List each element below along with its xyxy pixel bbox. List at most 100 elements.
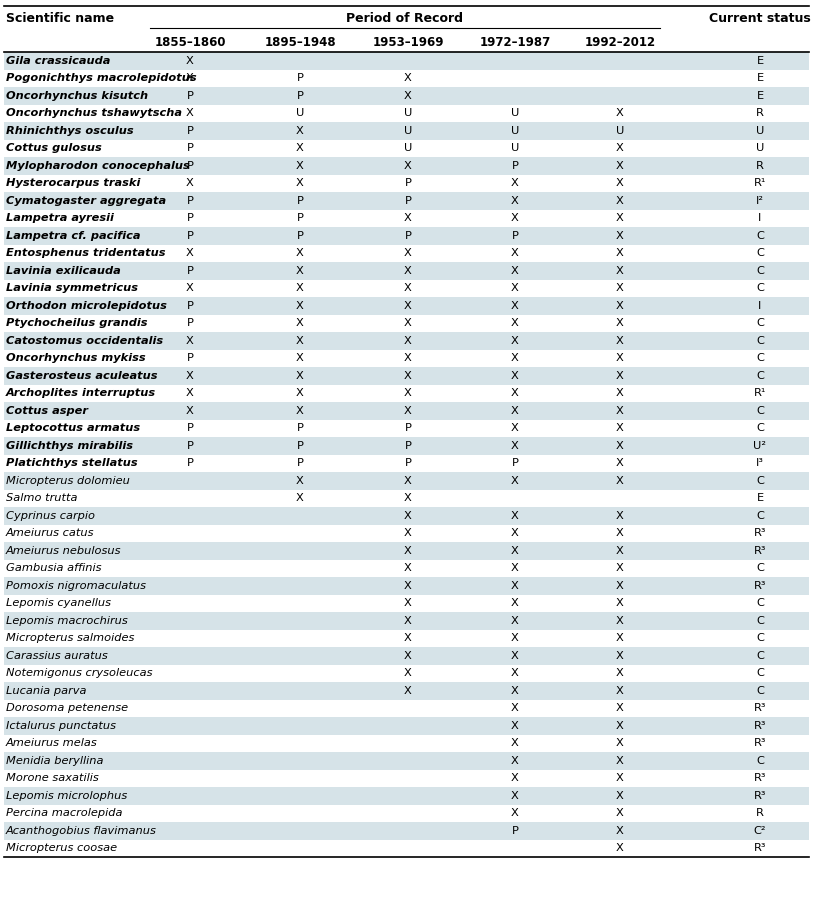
Text: P: P xyxy=(405,196,411,206)
Text: X: X xyxy=(404,668,412,678)
Text: X: X xyxy=(296,336,304,346)
Bar xyxy=(4,69,809,87)
Bar xyxy=(4,822,809,840)
Text: Oncorhynchus kisutch: Oncorhynchus kisutch xyxy=(6,90,148,101)
Text: X: X xyxy=(404,248,412,258)
Text: X: X xyxy=(511,616,519,626)
Text: X: X xyxy=(616,441,624,450)
Text: X: X xyxy=(616,633,624,643)
Text: X: X xyxy=(616,475,624,485)
Text: U: U xyxy=(511,108,520,118)
Text: P: P xyxy=(186,196,193,206)
Text: X: X xyxy=(404,616,412,626)
Text: C: C xyxy=(756,266,764,276)
Text: X: X xyxy=(511,738,519,749)
Text: X: X xyxy=(616,389,624,398)
Bar xyxy=(4,350,809,367)
Text: Orthodon microlepidotus: Orthodon microlepidotus xyxy=(6,301,167,311)
Text: C: C xyxy=(756,424,764,433)
Text: X: X xyxy=(404,581,412,591)
Text: X: X xyxy=(616,809,624,819)
Text: Cottus asper: Cottus asper xyxy=(6,406,88,415)
Text: P: P xyxy=(297,231,303,241)
Text: X: X xyxy=(511,248,519,258)
Text: X: X xyxy=(404,563,412,573)
Text: X: X xyxy=(296,406,304,415)
Text: C: C xyxy=(756,651,764,661)
Text: X: X xyxy=(511,406,519,415)
Text: R³: R³ xyxy=(754,581,766,591)
Text: Lucania parva: Lucania parva xyxy=(6,686,86,696)
Text: Salmo trutta: Salmo trutta xyxy=(6,493,77,503)
Text: X: X xyxy=(186,336,193,346)
Text: X: X xyxy=(616,721,624,731)
Text: X: X xyxy=(511,528,519,538)
Text: R³: R³ xyxy=(754,791,766,801)
Text: X: X xyxy=(296,161,304,171)
Bar xyxy=(4,122,809,139)
Text: X: X xyxy=(186,406,193,415)
Text: X: X xyxy=(511,318,519,329)
Bar xyxy=(4,262,809,280)
Text: 1953–1969: 1953–1969 xyxy=(372,35,444,49)
Text: P: P xyxy=(186,458,193,468)
Text: X: X xyxy=(404,493,412,503)
Text: X: X xyxy=(296,248,304,258)
Text: X: X xyxy=(616,424,624,433)
Bar xyxy=(4,665,809,682)
Text: Carassius auratus: Carassius auratus xyxy=(6,651,108,661)
Text: 1972–1987: 1972–1987 xyxy=(480,35,550,49)
Text: X: X xyxy=(296,371,304,381)
Text: Micropterus coosae: Micropterus coosae xyxy=(6,844,117,853)
Bar xyxy=(4,805,809,822)
Text: X: X xyxy=(404,528,412,538)
Bar xyxy=(4,52,809,69)
Bar xyxy=(4,577,809,594)
Text: R³: R³ xyxy=(754,738,766,749)
Text: Morone saxatilis: Morone saxatilis xyxy=(6,773,98,784)
Text: X: X xyxy=(616,528,624,538)
Text: R³: R³ xyxy=(754,773,766,784)
Bar xyxy=(4,192,809,210)
Text: Pogonichthys macrolepidotus: Pogonichthys macrolepidotus xyxy=(6,73,197,83)
Text: X: X xyxy=(186,389,193,398)
Text: P: P xyxy=(405,424,411,433)
Text: X: X xyxy=(616,844,624,853)
Text: X: X xyxy=(186,178,193,188)
Text: X: X xyxy=(616,545,624,556)
Text: X: X xyxy=(616,266,624,276)
Text: P: P xyxy=(405,231,411,241)
Text: Acanthogobius flavimanus: Acanthogobius flavimanus xyxy=(6,826,157,835)
Bar xyxy=(4,472,809,489)
Text: X: X xyxy=(404,371,412,381)
Bar xyxy=(4,315,809,332)
Text: P: P xyxy=(511,826,519,835)
Text: C: C xyxy=(756,318,764,329)
Bar xyxy=(4,297,809,315)
Text: X: X xyxy=(616,756,624,766)
Text: X: X xyxy=(296,178,304,188)
Text: C: C xyxy=(756,756,764,766)
Text: X: X xyxy=(511,266,519,276)
Text: Ameiurus melas: Ameiurus melas xyxy=(6,738,98,749)
Bar xyxy=(4,507,809,524)
Text: U: U xyxy=(404,108,412,118)
Text: C: C xyxy=(756,616,764,626)
Text: X: X xyxy=(296,283,304,294)
Text: X: X xyxy=(296,493,304,503)
Text: X: X xyxy=(404,73,412,83)
Text: R³: R³ xyxy=(754,844,766,853)
Bar xyxy=(4,612,809,629)
Text: X: X xyxy=(186,55,193,66)
Text: Pomoxis nigromaculatus: Pomoxis nigromaculatus xyxy=(6,581,146,591)
Text: P: P xyxy=(511,458,519,468)
Text: Oncorhynchus mykiss: Oncorhynchus mykiss xyxy=(6,354,146,364)
Text: X: X xyxy=(616,143,624,153)
Text: X: X xyxy=(616,248,624,258)
Text: X: X xyxy=(404,545,412,556)
Text: Hysterocarpus traski: Hysterocarpus traski xyxy=(6,178,141,188)
Text: X: X xyxy=(511,545,519,556)
Bar xyxy=(4,454,809,472)
Text: X: X xyxy=(616,738,624,749)
Text: X: X xyxy=(296,389,304,398)
